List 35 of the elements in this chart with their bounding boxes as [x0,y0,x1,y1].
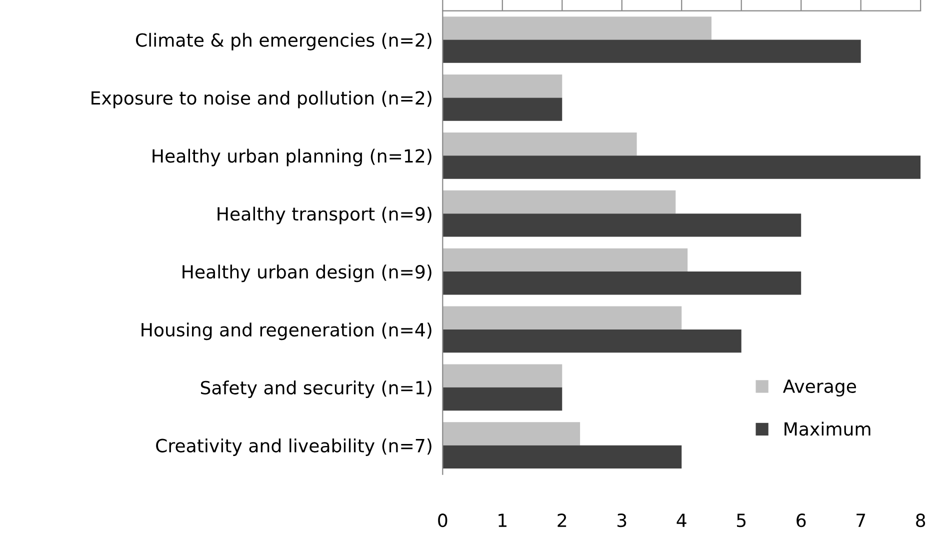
bar [442,16,712,40]
bar [442,364,562,388]
x-tick-label: 8 [916,514,926,528]
bar [442,329,742,353]
x-tick-label: 5 [737,514,746,528]
legend-label: Average [782,380,856,397]
x-tick-label: 1 [498,514,506,527]
y-tick-label: Healthy urban planning (n=12) [152,148,432,166]
y-tick-label: Climate & ph emergencies (n=2) [136,32,432,50]
bar [442,422,580,446]
bar [442,156,921,179]
x-tick-label: 6 [796,514,806,528]
x-tick-label: 7 [856,514,866,527]
x-tick-label: 0 [438,514,448,528]
bar [442,98,562,121]
bar [442,214,802,237]
y-tick-label: Safety and security (n=1) [200,380,432,398]
y-tick-label: Healthy transport (n=9) [218,206,432,224]
bar [442,387,562,411]
bar [442,190,676,214]
bar [442,306,682,330]
y-tick-label: Housing and regeneration (n=4) [142,322,432,340]
x-tick-label: 4 [676,514,686,527]
x-tick-label: 2 [558,514,566,527]
y-tick-label: Exposure to noise and pollution (n=2) [92,90,432,108]
legend-label: Maximum [784,422,870,436]
bar [442,40,861,63]
bar [442,445,682,469]
x-tick-label: 3 [618,514,626,528]
bar [442,272,802,295]
y-tick-label: Healthy urban design (n=9) [182,264,432,282]
bar [442,248,688,272]
bar [442,132,637,156]
bar [442,74,562,98]
y-tick-label: Creativity and liveability (n=7) [156,438,432,456]
